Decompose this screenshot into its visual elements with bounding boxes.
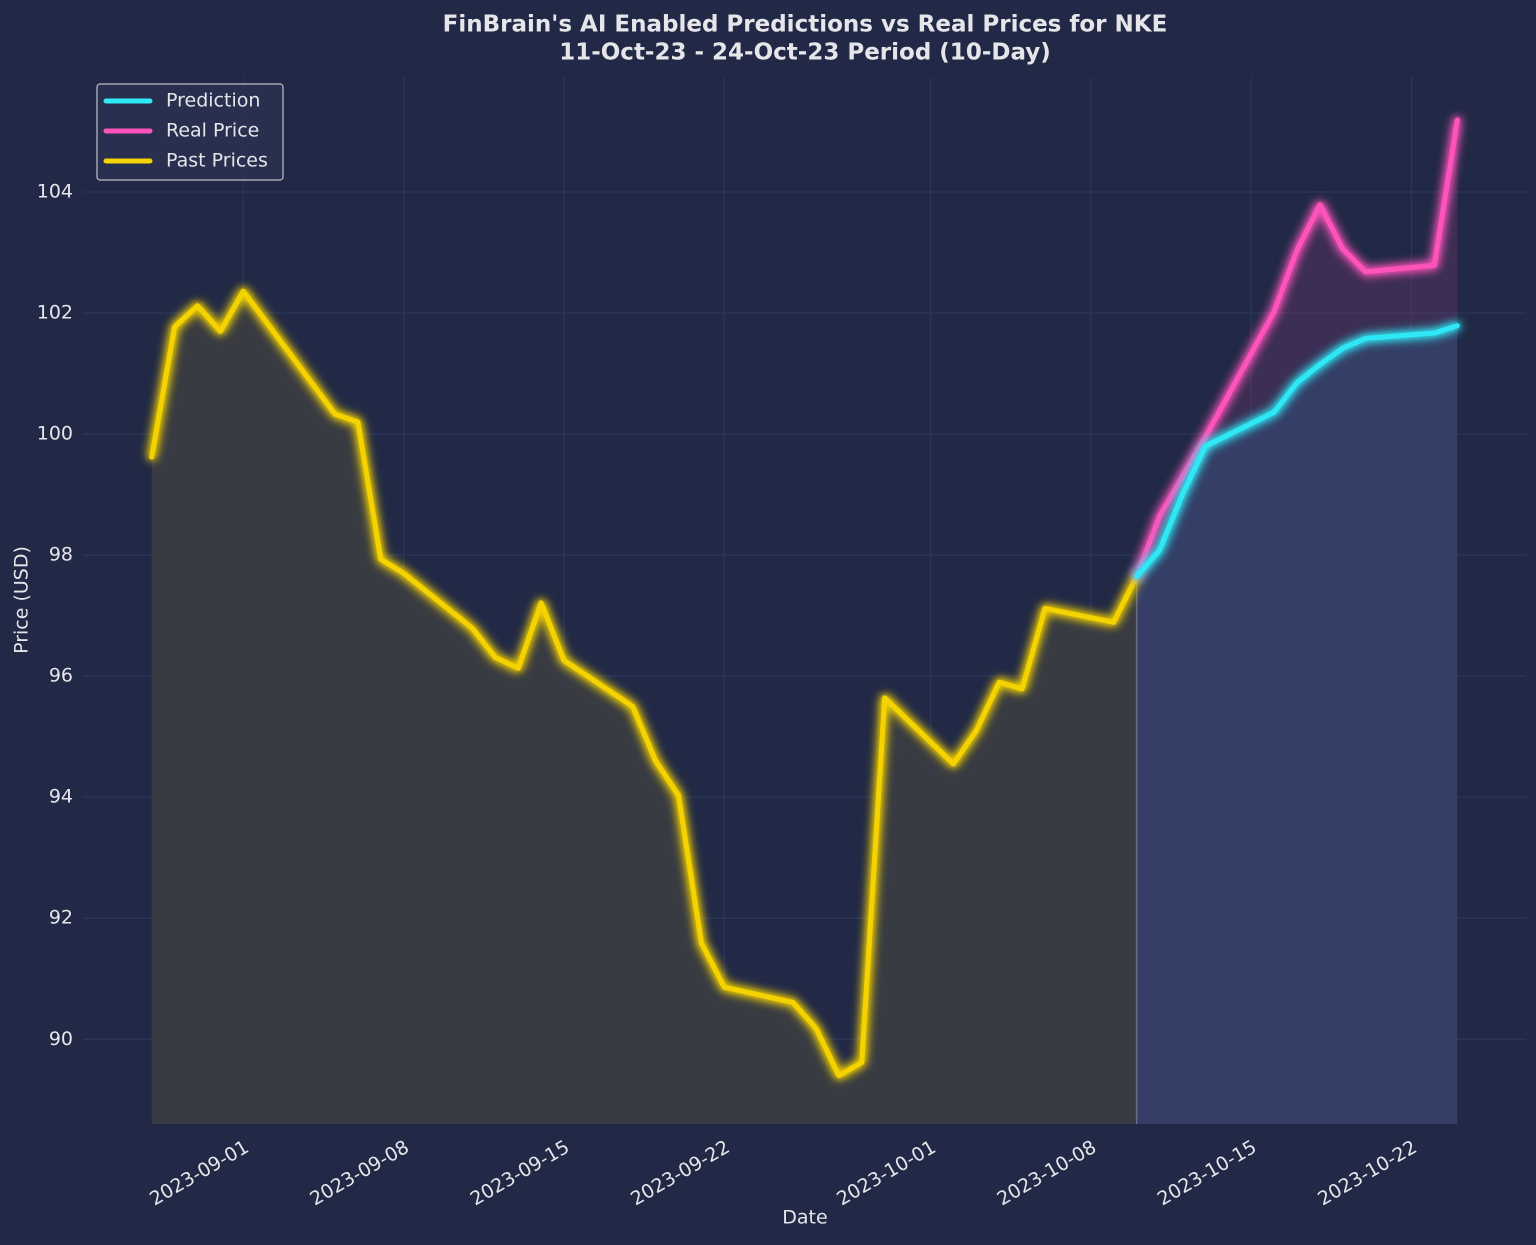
chart-subtitle: 11-Oct-23 - 24-Oct-23 Period (10-Day) xyxy=(559,40,1051,66)
series-line xyxy=(149,288,1140,1079)
area-fill xyxy=(1136,120,1458,577)
legend-label: Prediction xyxy=(166,90,260,112)
y-tick-label: 96 xyxy=(49,665,73,687)
chart-title: FinBrain's AI Enabled Predictions vs Rea… xyxy=(443,12,1168,38)
y-tick-label: 104 xyxy=(37,180,73,202)
legend-label: Real Price xyxy=(166,120,259,142)
legend-box xyxy=(96,83,284,181)
y-tick-label: 92 xyxy=(49,907,73,929)
y-tick-label: 102 xyxy=(37,302,73,324)
area-fill xyxy=(151,291,1137,1124)
legend: Prediction Real Price Past Prices xyxy=(96,83,284,181)
y-tick-label: 90 xyxy=(49,1028,73,1050)
series-line xyxy=(1134,323,1460,579)
series-line xyxy=(1134,117,1460,579)
y-tick-label: 94 xyxy=(49,786,73,808)
y-tick-label: 100 xyxy=(37,423,73,445)
y-tick-label: 98 xyxy=(49,544,73,566)
legend-label: Past Prices xyxy=(166,150,268,172)
area-fill xyxy=(1136,325,1458,1124)
x-axis-label: Date xyxy=(782,1207,827,1229)
y-axis-label: Price (USD) xyxy=(11,546,33,654)
